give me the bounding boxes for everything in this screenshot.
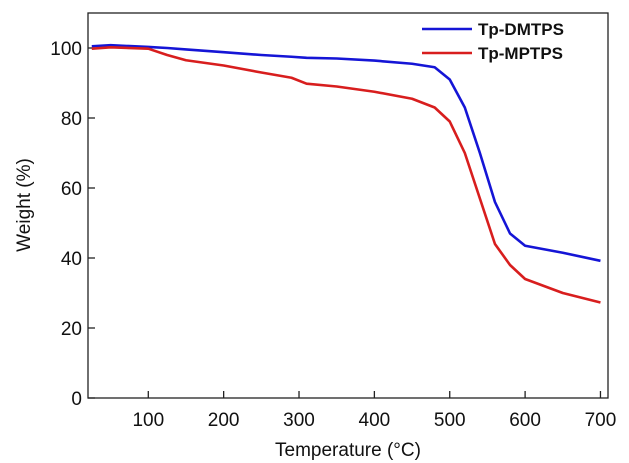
x-tick-label: 400 (359, 410, 391, 431)
x-tick-label: 500 (434, 410, 466, 431)
x-tick-label: 700 (585, 410, 617, 431)
y-tick-label: 60 (61, 179, 82, 200)
series-line (91, 46, 601, 304)
y-axis-label: Weight (%) (14, 158, 35, 252)
y-tick-label: 0 (71, 389, 82, 410)
x-tick-label: 200 (208, 410, 240, 431)
y-tick-label: 100 (50, 39, 82, 60)
y-tick-label: 80 (61, 109, 82, 130)
x-axis-label: Temperature (°C) (275, 440, 421, 461)
legend-label: Tp-MPTPS (478, 44, 563, 63)
y-tick-label: 20 (61, 319, 82, 340)
legend-label: Tp-DMTPS (478, 20, 564, 39)
x-tick-label: 300 (283, 410, 315, 431)
x-tick-label: 100 (132, 410, 164, 431)
series-line (91, 43, 601, 263)
y-tick-label: 40 (61, 249, 82, 270)
x-tick-label: 600 (509, 410, 541, 431)
plot-frame (87, 12, 609, 399)
